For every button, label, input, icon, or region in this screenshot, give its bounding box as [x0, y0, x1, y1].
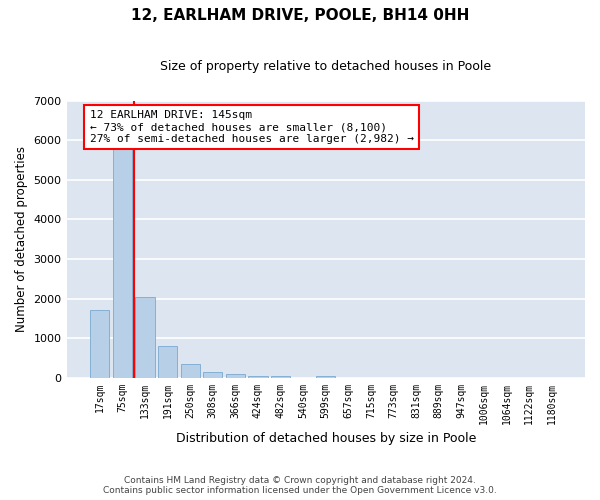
Y-axis label: Number of detached properties: Number of detached properties: [15, 146, 28, 332]
Title: Size of property relative to detached houses in Poole: Size of property relative to detached ho…: [160, 60, 491, 73]
Bar: [90, 310, 109, 378]
Text: 12 EARLHAM DRIVE: 145sqm
← 73% of detached houses are smaller (8,100)
27% of sem: 12 EARLHAM DRIVE: 145sqm ← 73% of detach…: [89, 110, 413, 144]
Bar: [136, 296, 155, 378]
Bar: [248, 376, 268, 378]
Bar: [226, 374, 245, 378]
Bar: [316, 376, 335, 378]
Bar: [203, 372, 223, 378]
Bar: [181, 364, 200, 378]
Bar: [158, 346, 177, 378]
Text: Contains HM Land Registry data © Crown copyright and database right 2024.
Contai: Contains HM Land Registry data © Crown c…: [103, 476, 497, 495]
Bar: [271, 376, 290, 378]
Bar: [113, 148, 132, 378]
Text: 12, EARLHAM DRIVE, POOLE, BH14 0HH: 12, EARLHAM DRIVE, POOLE, BH14 0HH: [131, 8, 469, 22]
X-axis label: Distribution of detached houses by size in Poole: Distribution of detached houses by size …: [176, 432, 476, 445]
